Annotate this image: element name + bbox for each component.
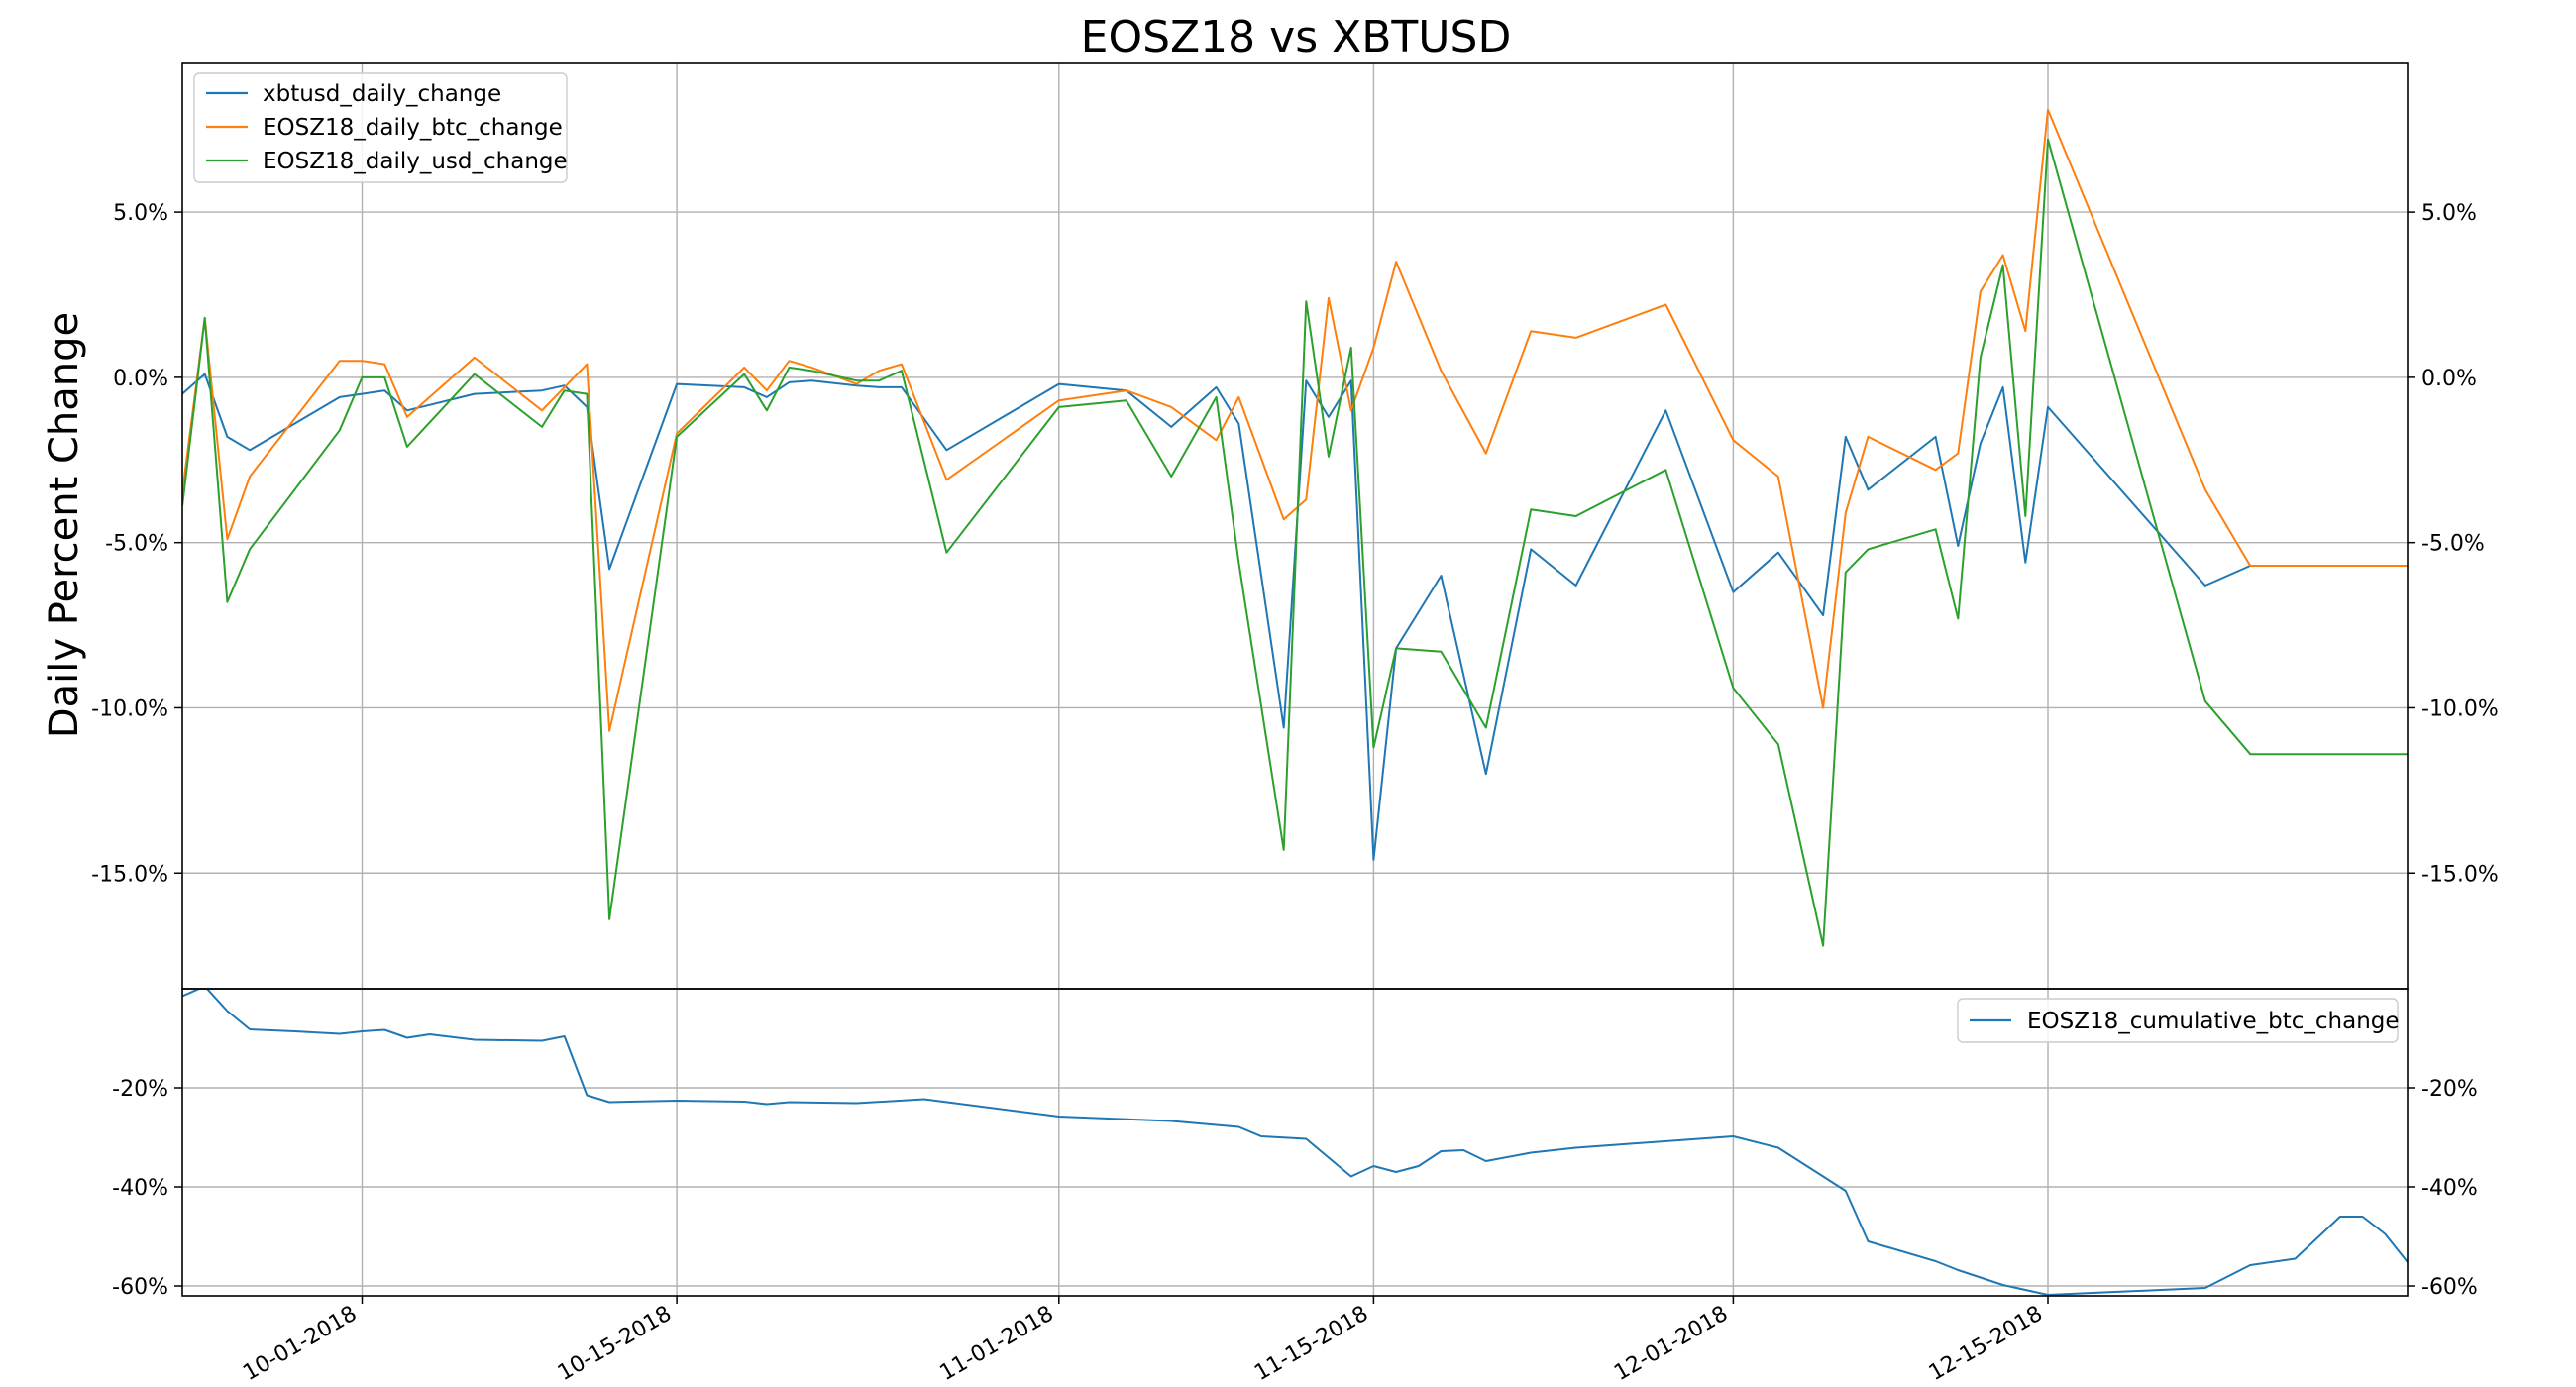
x-tick-label: 10-15-2018 bbox=[554, 1302, 676, 1387]
x-tick-label: 12-15-2018 bbox=[1925, 1302, 2047, 1387]
x-tick-label: 11-01-2018 bbox=[936, 1302, 1058, 1387]
series-line-EOSZ18_daily_btc_change bbox=[182, 108, 2408, 732]
top-right-tick-label: -15.0% bbox=[2421, 862, 2499, 887]
top-axes-frame bbox=[181, 62, 2409, 990]
top-panel: 5.0% 5.0% 0.0% 0.0% -5.0% -5.0% -10.0% -10.0% -1… bbox=[91, 62, 2499, 990]
bottom-right-tick-label: -60% bbox=[2421, 1275, 2478, 1300]
top-series-lines bbox=[182, 108, 2408, 947]
chart-title: EOSZ18 vs XBTUSD bbox=[1081, 12, 1512, 62]
bottom-axes-frame bbox=[181, 988, 2409, 1297]
top-y-ticks: 5.0% 5.0% 0.0% 0.0% -5.0% -5.0% -10.0% -10.0% -1… bbox=[91, 201, 2499, 887]
top-left-tick-label: -15.0% bbox=[91, 862, 168, 887]
legend-label: EOSZ18_daily_usd_change bbox=[263, 149, 568, 174]
top-right-tick-label: 5.0% bbox=[2421, 201, 2477, 226]
legend-box bbox=[193, 72, 568, 183]
top-left-tick-label: -10.0% bbox=[91, 696, 168, 721]
top-right-tick-label: 0.0% bbox=[2421, 367, 2477, 391]
top-legend: xbtusd_daily_change EOSZ18_daily_btc_chan… bbox=[193, 72, 568, 183]
bottom-gridlines bbox=[182, 989, 2408, 1296]
bottom-legend: EOSZ18_cumulative_btc_change bbox=[1957, 998, 2400, 1043]
bottom-left-tick-label: -20% bbox=[112, 1077, 168, 1102]
series-line-EOSZ18_cumulative_btc_change bbox=[182, 989, 2408, 1296]
y-axis-label: Daily Percent Change bbox=[42, 312, 87, 738]
top-right-tick-label: -10.0% bbox=[2421, 696, 2499, 721]
x-axis-ticks: 10-01-2018 10-15-2018 11-01-2018 11-15-2018… bbox=[239, 1296, 2049, 1387]
series-line-EOSZ18_daily_usd_change bbox=[182, 138, 2408, 947]
legend-label: EOSZ18_cumulative_btc_change bbox=[2027, 1009, 2400, 1034]
x-tick-label: 11-15-2018 bbox=[1250, 1302, 1372, 1387]
bottom-y-ticks: -20% -20% -40% -40% -60% -60% bbox=[112, 1077, 2478, 1300]
legend-box bbox=[1957, 998, 2399, 1043]
legend-label: EOSZ18_daily_btc_change bbox=[263, 115, 563, 141]
x-tick-label: 12-01-2018 bbox=[1610, 1302, 1732, 1387]
top-gridlines bbox=[182, 63, 2408, 989]
bottom-left-tick-label: -60% bbox=[112, 1275, 168, 1300]
legend-label: xbtusd_daily_change bbox=[263, 81, 501, 107]
series-line-xbtusd_daily_change bbox=[182, 373, 2408, 861]
bottom-right-tick-label: -20% bbox=[2421, 1077, 2478, 1102]
bottom-right-tick-label: -40% bbox=[2421, 1176, 2478, 1201]
top-left-tick-label: 0.0% bbox=[113, 367, 168, 391]
top-left-tick-label: -5.0% bbox=[105, 532, 168, 557]
bottom-panel: -20% -20% -40% -40% -60% -60% 10-01-2018 10-15… bbox=[112, 988, 2478, 1387]
top-left-tick-label: 5.0% bbox=[113, 201, 168, 226]
bottom-series-lines bbox=[182, 989, 2408, 1296]
x-tick-label: 10-01-2018 bbox=[239, 1302, 361, 1387]
bottom-left-tick-label: -40% bbox=[112, 1176, 168, 1201]
top-right-tick-label: -5.0% bbox=[2421, 532, 2485, 557]
